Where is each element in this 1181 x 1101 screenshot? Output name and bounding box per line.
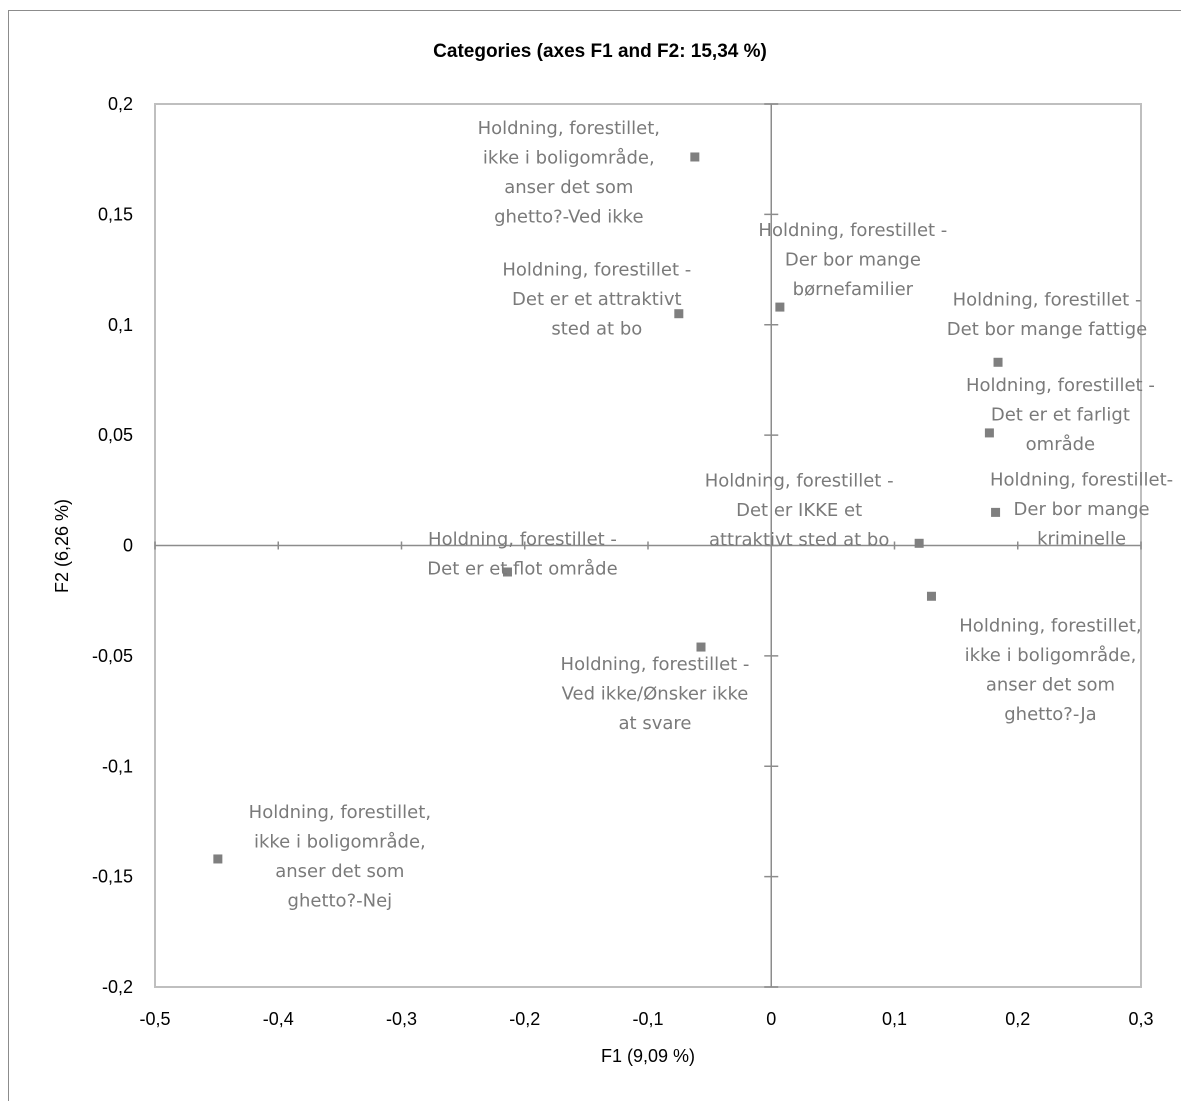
point-label: Holdning, forestillet -Der bor mange børn… xyxy=(758,220,947,300)
point-marker xyxy=(213,854,223,864)
point-marker xyxy=(993,357,1003,367)
y-tick-label: -0,05 xyxy=(92,646,133,666)
point-label: Holdning, forestillet, ikke i boligområde… xyxy=(959,615,1141,725)
point-marker xyxy=(502,567,512,577)
point-marker xyxy=(775,302,785,312)
point-marker xyxy=(991,507,1001,517)
chart-title: Categories (axes F1 and F2: 15,34 %) xyxy=(433,41,767,62)
axes-group xyxy=(154,103,1142,988)
point-marker xyxy=(914,538,924,548)
point-label: Holdning, forestillet-Der bor mange krimi… xyxy=(990,469,1173,549)
chart-frame xyxy=(8,10,1181,1101)
data-point: Holdning, forestillet -Det er et attrakt… xyxy=(502,260,691,340)
x-tick-label: 0 xyxy=(766,1009,776,1029)
data-point: Holdning, forestillet-Der bor mange krimi… xyxy=(990,469,1173,549)
point-marker xyxy=(926,591,936,601)
data-point: Holdning, forestillet -Det bor mange fat… xyxy=(947,289,1147,367)
point-marker xyxy=(696,642,706,652)
point-label: Holdning, forestillet -Det er et attrakt… xyxy=(502,260,691,340)
y-tick-label: -0,1 xyxy=(102,756,133,776)
point-label: Holdning, forestillet -Det er IKKE et att… xyxy=(705,470,894,550)
y-tick-label: 0,05 xyxy=(98,425,133,445)
y-tick-label: 0 xyxy=(123,536,133,556)
data-point: Holdning, forestillet, ikke i boligområde… xyxy=(926,591,1142,725)
data-point: Holdning, forestillet -Ved ikke/Ønsker i… xyxy=(561,642,750,734)
points-group: Holdning, forestillet, ikke i boligområde… xyxy=(213,118,1173,911)
y-tick-label: 0,1 xyxy=(108,315,133,335)
x-tick-label: -0,3 xyxy=(386,1009,417,1029)
y-tick-label: -0,2 xyxy=(102,977,133,997)
point-marker xyxy=(690,152,700,162)
x-tick-label: -0,1 xyxy=(632,1009,663,1029)
data-point: Holdning, forestillet -Det er IKKE et att… xyxy=(705,470,924,550)
point-label: Holdning, forestillet -Ved ikke/Ønsker i… xyxy=(561,654,750,734)
tick-labels-group: -0,5 -0,4 -0,3 -0,2 -0,1 0 0,1 0,2 0,3 0,2 0,15 0,1… xyxy=(92,94,1154,1029)
data-point: Holdning, forestillet -Der bor mange børn… xyxy=(758,220,947,312)
point-marker xyxy=(984,428,994,438)
point-marker xyxy=(674,309,684,319)
point-label: Holdning, forestillet, ikke i boligområde… xyxy=(249,802,431,912)
y-tick-label: 0,15 xyxy=(98,204,133,224)
data-point: Holdning, forestillet -Det er et flot om… xyxy=(427,529,617,580)
y-tick-label: -0,15 xyxy=(92,867,133,887)
x-tick-label: -0,2 xyxy=(509,1009,540,1029)
data-point: Holdning, forestillet -Det er et farligt… xyxy=(966,375,1155,455)
x-axis-label: F1 (9,09 %) xyxy=(601,1046,695,1066)
point-label: Holdning, forestillet, ikke i boligområde… xyxy=(478,118,660,228)
x-tick-label: -0,5 xyxy=(139,1009,170,1029)
point-label: Holdning, forestillet -Det er et farligt… xyxy=(966,375,1155,455)
x-tick-label: -0,4 xyxy=(263,1009,294,1029)
data-point: Holdning, forestillet, ikke i boligområde… xyxy=(213,802,431,912)
y-tick-label: 0,2 xyxy=(108,94,133,114)
x-tick-label: 0,1 xyxy=(882,1009,907,1029)
y-axis-label: F2 (6,26 %) xyxy=(52,499,72,593)
x-tick-label: 0,2 xyxy=(1005,1009,1030,1029)
point-label: Holdning, forestillet -Det bor mange fat… xyxy=(947,289,1147,340)
data-point: Holdning, forestillet, ikke i boligområde… xyxy=(478,118,700,228)
x-tick-label: 0,3 xyxy=(1128,1009,1153,1029)
point-label: Holdning, forestillet -Det er et flot om… xyxy=(427,529,617,580)
